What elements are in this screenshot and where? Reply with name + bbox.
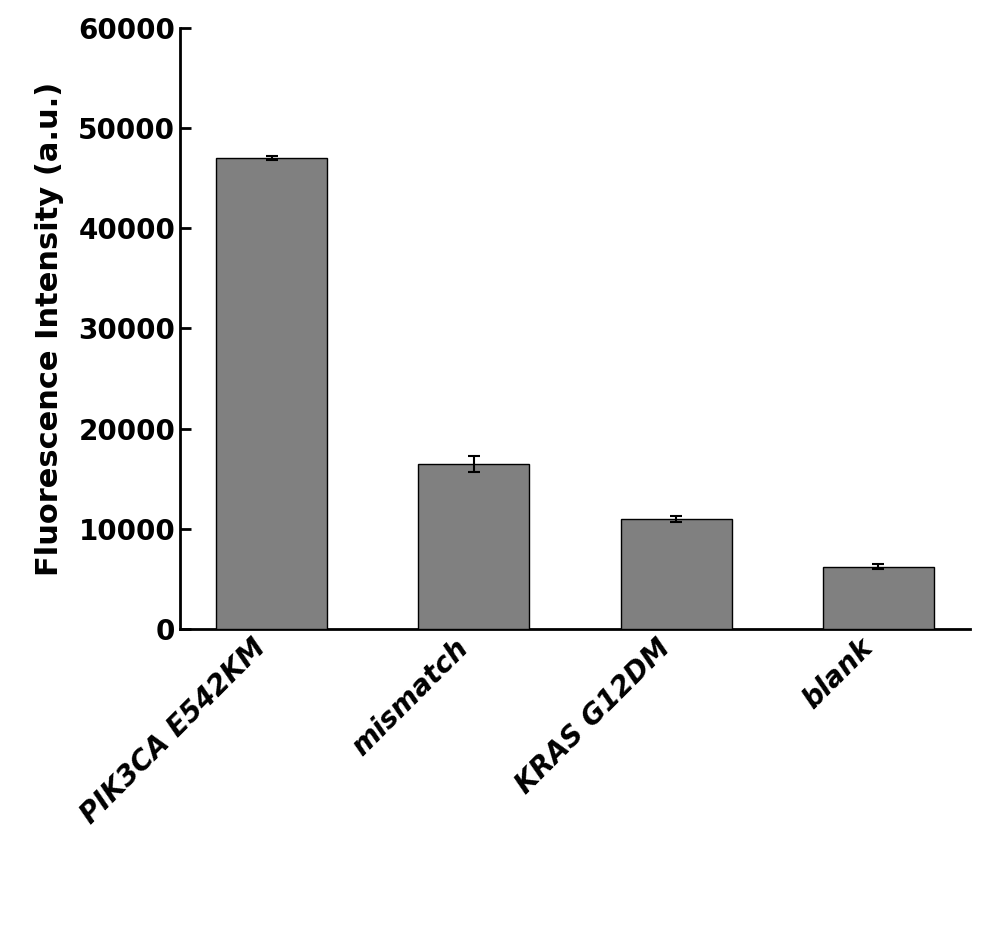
Bar — [621, 519, 732, 629]
Y-axis label: Fluorescence Intensity (a.u.): Fluorescence Intensity (a.u.) — [35, 81, 64, 575]
Bar — [418, 463, 529, 629]
Bar — [823, 567, 934, 629]
Bar — [216, 158, 327, 629]
